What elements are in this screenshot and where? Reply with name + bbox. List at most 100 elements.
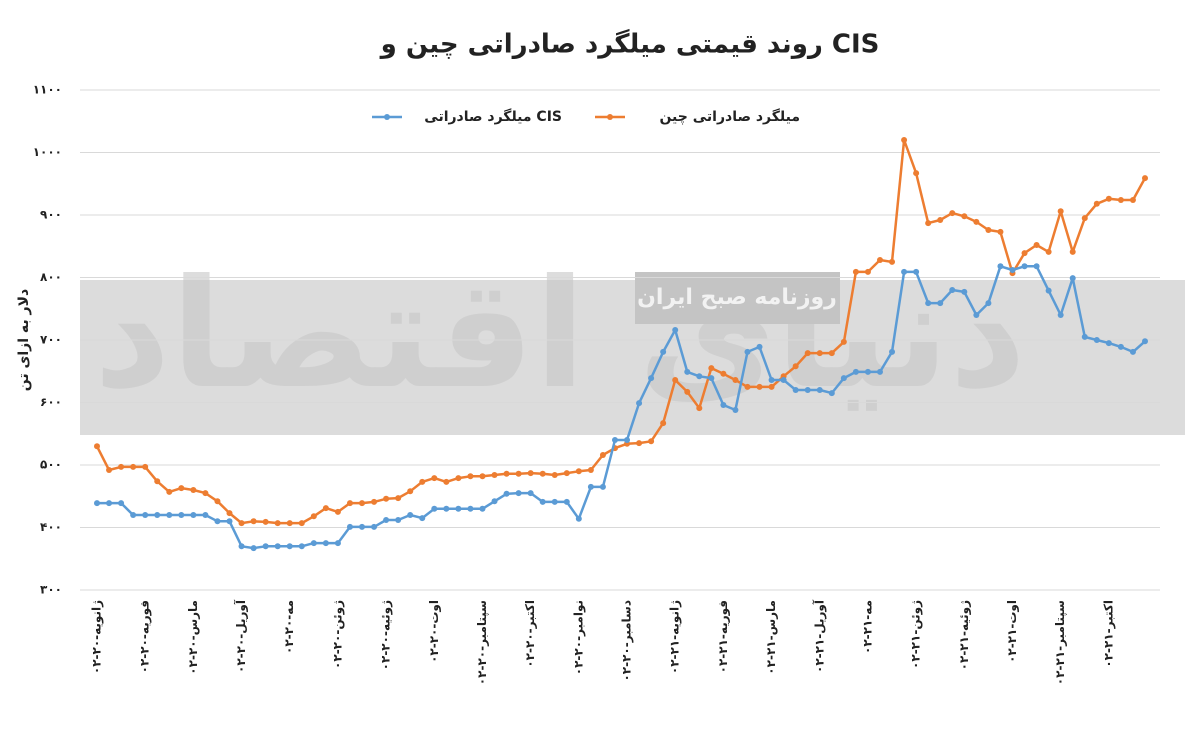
x-tick-label: ۰۲-ژوئن-۲۰ [330,600,345,669]
point [214,518,221,525]
point [298,543,305,550]
point [334,540,341,547]
point [106,500,113,507]
x-tick-label: ۰۲-ژوئن-۲۱ [909,600,924,669]
point [322,540,329,547]
point [1142,175,1148,182]
point [395,517,402,523]
point [94,443,100,450]
watermark-band [80,280,1185,435]
point [648,438,655,445]
x-tick-label: ۰۲-نوامبر-۲۰ [571,600,586,675]
point [1057,208,1064,215]
point [587,467,594,473]
y-tick-label: ۷۰۰ [40,333,62,347]
point [214,498,221,505]
point [407,512,414,518]
point [660,348,667,355]
point [840,338,847,345]
point [816,350,823,357]
point [226,518,233,525]
point [684,368,691,375]
y-tick-label: ۹۰۰ [40,208,62,222]
series-line [97,265,1146,550]
point [455,505,462,512]
point [118,463,125,470]
point [708,365,715,372]
point [1033,242,1040,248]
point [973,312,980,318]
point [732,407,739,413]
point [274,520,281,527]
point [479,505,486,512]
point [383,495,390,502]
point [310,540,317,547]
point [503,490,510,497]
point [190,512,197,518]
point [889,258,896,265]
point [479,473,486,480]
legend-label: میلگرد صادراتی چین [659,108,800,125]
y-tick-label: ۶۰۰ [40,395,62,409]
point [334,508,341,515]
x-tick-label: ۰۲-فوریه-۲۱ [716,600,731,673]
point [503,470,510,477]
point [551,498,558,505]
point [1009,267,1016,273]
point [274,543,281,550]
point [768,377,775,383]
point [1105,340,1112,347]
x-tick-label: ۰۲-مه-۲۱ [860,600,874,654]
point [1081,333,1088,340]
point [937,217,944,223]
x-tick-label: ۰۲-مارس-۲۰ [186,600,200,675]
point [599,452,606,458]
series-line [95,138,1147,525]
legend-label: میلگرد صادراتی CIS [424,108,562,125]
point [1142,338,1148,345]
point [901,268,908,275]
legend-marker [607,114,613,120]
point [346,500,353,507]
point [852,368,859,375]
x-tick-label: ۰۲-دسامبر-۲۰ [620,600,634,682]
point [672,327,679,333]
point [178,485,185,492]
point [708,375,715,382]
y-tick-label: ۸۰۰ [40,270,62,284]
x-tick-label: ۰۲-اکتبر-۲۰ [523,600,537,668]
y-axis-label: دلار به ازای تن [16,289,32,391]
point [636,400,643,407]
point [792,387,799,393]
point [431,475,438,482]
point [467,505,474,512]
y-tick-label: ۱۱۰۰ [33,83,62,97]
point [359,500,366,507]
point [780,377,787,383]
point [624,437,631,443]
x-tick-label: ۰۲-سپتامبر-۲۱ [1053,600,1067,685]
point [876,368,883,375]
point [997,228,1004,235]
point [949,287,956,293]
point [792,363,799,370]
point [551,472,558,478]
point [154,512,161,518]
point [262,543,269,550]
point [515,490,522,497]
watermark-sub-box [635,272,840,324]
point [1129,348,1136,355]
point [672,377,679,383]
y-tick-label: ۱۰۰۰ [33,145,62,159]
point [575,515,582,522]
point [455,475,462,482]
point [720,370,727,377]
point [949,210,956,217]
x-tick-label: ۰۲-مارس-۲۱ [764,600,778,675]
x-tick-label: ۰۲-اکتبر-۲۱ [1101,600,1115,668]
point [1033,263,1040,270]
point [720,402,727,408]
point [804,387,811,393]
point [925,220,932,227]
point [539,470,546,477]
